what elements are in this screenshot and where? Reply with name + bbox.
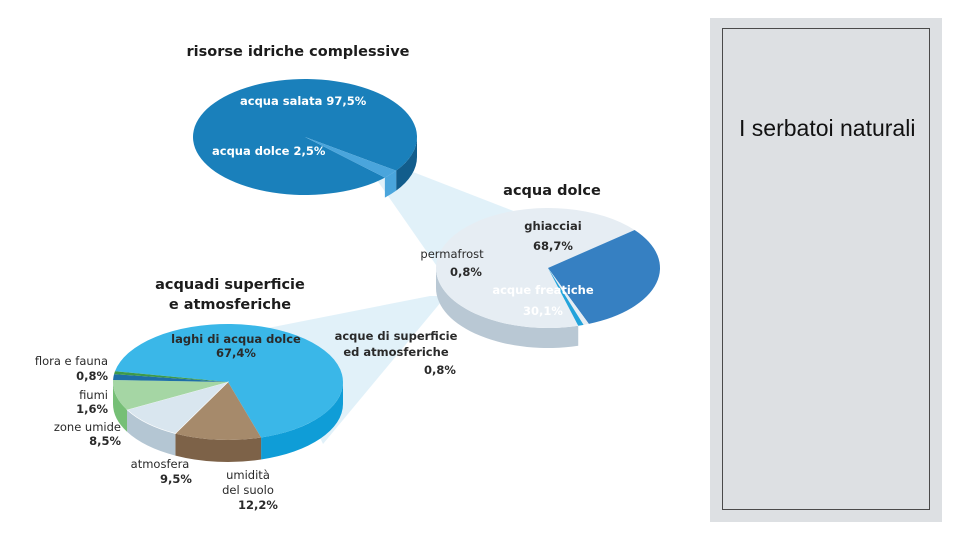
label-fresh-water: acqua dolce 2,5% — [212, 144, 326, 158]
pie1-title: risorse idriche complessive — [186, 44, 409, 60]
value-glaciers: 68,7% — [533, 239, 573, 253]
value-surface-atmos: 0,8% — [424, 363, 456, 377]
value-groundwater: 30,1% — [523, 304, 563, 318]
label-permafrost: permafrost — [420, 247, 484, 261]
label-atmosphere: atmosfera — [131, 457, 190, 471]
value-rivers: 1,6% — [76, 402, 108, 416]
value-atmosphere: 9,5% — [160, 472, 192, 486]
side-panel-frame: I serbatoi naturali — [722, 28, 930, 510]
label-soil-moisture-line1: umidità — [226, 468, 270, 482]
pie3-title-line1: acquadi superficie — [155, 277, 305, 293]
label-flora-fauna: flora e fauna — [35, 354, 108, 368]
pie2-title: acqua dolce — [503, 183, 601, 199]
value-flora-fauna: 0,8% — [76, 369, 108, 383]
value-permafrost: 0,8% — [450, 265, 482, 279]
label-surface-atmos-line1: acque di superficie — [335, 329, 458, 343]
label-glaciers: ghiacciai — [524, 219, 581, 233]
pie3-title-line2: e atmosferiche — [169, 297, 291, 313]
label-lakes: laghi di acqua dolce — [171, 332, 301, 346]
label-salt-water: acqua salata 97,5% — [240, 94, 367, 108]
value-wetlands: 8,5% — [89, 434, 121, 448]
label-groundwater: acque freatiche — [492, 283, 593, 297]
label-wetlands: zone umide — [54, 420, 121, 434]
side-panel-title: I serbatoi naturali — [739, 115, 929, 142]
value-lakes: 67,4% — [216, 346, 256, 360]
label-rivers: fiumi — [79, 388, 108, 402]
label-surface-atmos-line2: ed atmosferiche — [343, 345, 448, 359]
label-soil-moisture-line2: del suolo — [222, 483, 274, 497]
side-panel: I serbatoi naturali — [710, 18, 942, 522]
value-soil-moisture: 12,2% — [238, 498, 278, 512]
water-resources-infographic: risorse idriche complessive acqua salata… — [0, 0, 700, 540]
